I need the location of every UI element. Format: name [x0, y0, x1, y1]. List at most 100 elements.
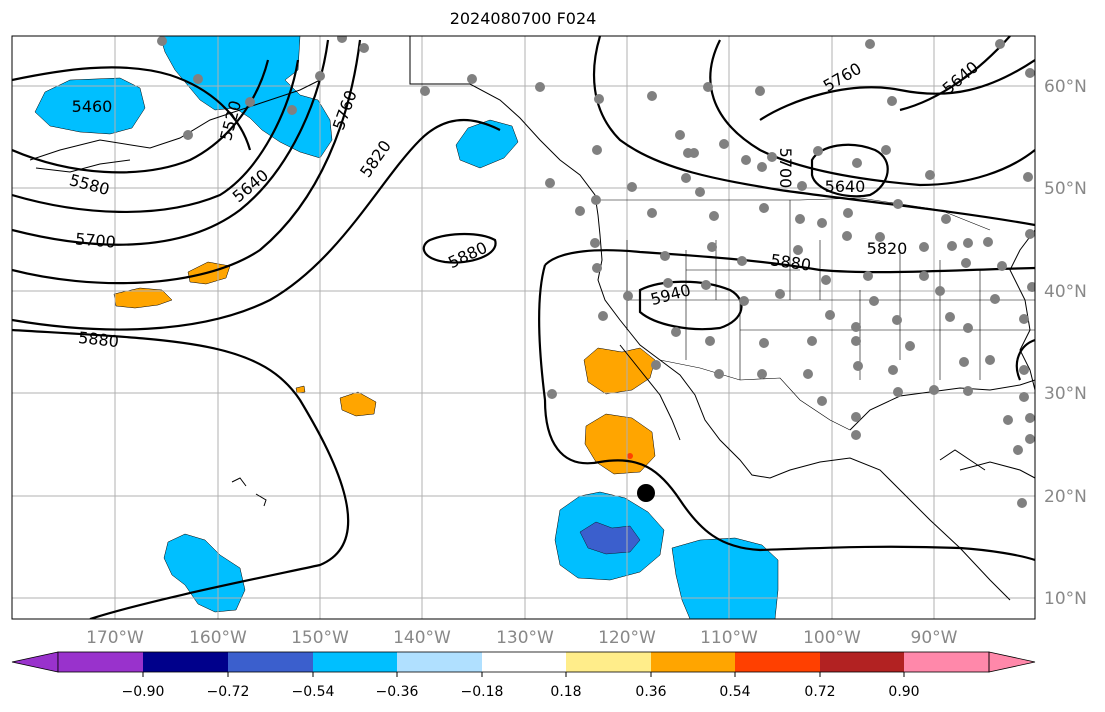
station-point — [592, 263, 602, 273]
station-point — [821, 275, 831, 285]
station-point — [851, 430, 861, 440]
station-point — [935, 286, 945, 296]
grid-lines — [12, 36, 1035, 619]
station-point — [707, 242, 717, 252]
station-point — [803, 369, 813, 379]
contour-5760-east — [709, 39, 1035, 187]
station-point — [709, 211, 719, 221]
lat-tick-label: 40°N — [1044, 282, 1087, 302]
station-point — [947, 241, 957, 251]
colorbar-segment — [58, 652, 143, 672]
colorbar-segment — [820, 652, 904, 672]
station-point — [467, 74, 477, 84]
lon-tick-label: 150°W — [291, 628, 349, 648]
station-point — [647, 208, 657, 218]
station-point — [183, 130, 193, 140]
station-point — [739, 296, 749, 306]
colorbar: −0.90 −0.72 −0.54 −0.36 −0.18 0.18 0.36 … — [11, 651, 1036, 700]
contour-5700-east — [759, 59, 1035, 121]
anomaly-region-pacific-mid — [339, 391, 377, 417]
anomaly-region-gulf-alaska — [455, 119, 519, 169]
colorbar-segment — [651, 652, 735, 672]
state-borders-horizontal — [627, 269, 1035, 331]
station-point — [875, 232, 885, 242]
positive-anomaly-regions — [113, 261, 656, 475]
station-point — [892, 315, 902, 325]
station-point — [775, 289, 785, 299]
contour-label: 5880 — [77, 328, 119, 351]
contour-5940 — [638, 280, 743, 331]
lon-tick-label: 140°W — [393, 628, 451, 648]
station-point — [545, 178, 555, 188]
station-point — [807, 336, 817, 346]
anomaly-region-baja-north — [583, 347, 656, 395]
map-frame — [11, 35, 1036, 620]
station-point — [843, 208, 853, 218]
colorbar-tick-labels: −0.90 −0.72 −0.54 −0.36 −0.18 0.18 0.36 … — [122, 684, 920, 700]
station-point — [157, 36, 167, 46]
station-point — [757, 369, 767, 379]
anomaly-region-baja-south — [584, 413, 656, 475]
station-point — [945, 312, 955, 322]
station-point — [919, 271, 929, 281]
station-point — [592, 145, 602, 155]
station-point — [359, 43, 369, 53]
colorbar-tick-label: −0.90 — [122, 684, 165, 700]
station-point — [623, 291, 633, 301]
storm-marker — [637, 484, 655, 502]
station-point — [887, 96, 897, 106]
lon-tick-label: 160°W — [189, 628, 247, 648]
cuba — [959, 461, 1035, 479]
height-contours — [12, 36, 1035, 619]
station-point — [842, 231, 852, 241]
station-point — [941, 214, 951, 224]
station-point — [1003, 415, 1013, 425]
station-point — [797, 181, 807, 191]
lat-tick-labels: 60°N 50°N 40°N 30°N 20°N 10°N — [1044, 77, 1087, 609]
station-point — [888, 365, 898, 375]
station-point — [853, 361, 863, 371]
station-point — [1025, 229, 1035, 239]
station-point — [547, 389, 557, 399]
station-point — [963, 323, 973, 333]
colorbar-frame — [57, 651, 990, 673]
station-point — [863, 271, 873, 281]
anomaly-region-pacific-west-1 — [113, 287, 173, 309]
station-point — [1019, 314, 1029, 324]
colorbar-extend-high — [988, 651, 1036, 673]
station-point — [651, 360, 661, 370]
station-point — [851, 336, 861, 346]
station-point — [1013, 445, 1023, 455]
contour-5880-south — [538, 264, 1035, 562]
lon-tick-label: 120°W — [598, 628, 656, 648]
station-point — [1025, 434, 1035, 444]
aleutians-west — [35, 159, 131, 173]
station-point — [983, 237, 993, 247]
contour-label: 5700 — [776, 148, 795, 189]
lon-tick-label: 170°W — [86, 628, 144, 648]
colorbar-tick-label: 0.54 — [719, 684, 750, 700]
lon-tick-label: 130°W — [496, 628, 554, 648]
colorbar-tick-label: 0.90 — [888, 684, 919, 700]
station-point — [995, 39, 1005, 49]
colorbar-segment — [143, 652, 228, 672]
contour-label: 5820 — [867, 239, 908, 258]
station-point — [741, 155, 751, 165]
station-point — [759, 203, 769, 213]
station-point — [959, 357, 969, 367]
station-point — [905, 341, 915, 351]
station-point — [315, 71, 325, 81]
anomaly-region-bering — [34, 77, 146, 135]
station-point — [647, 91, 657, 101]
station-point — [681, 173, 691, 183]
colorbar-tick-label: −0.72 — [207, 684, 250, 700]
station-point — [852, 158, 862, 168]
station-point — [719, 139, 729, 149]
anomaly-region-central-pacific — [671, 537, 779, 619]
station-point — [660, 251, 670, 261]
lat-tick-label: 30°N — [1044, 384, 1087, 404]
station-point — [963, 238, 973, 248]
alaska-coast — [29, 79, 321, 161]
station-point — [701, 280, 711, 290]
